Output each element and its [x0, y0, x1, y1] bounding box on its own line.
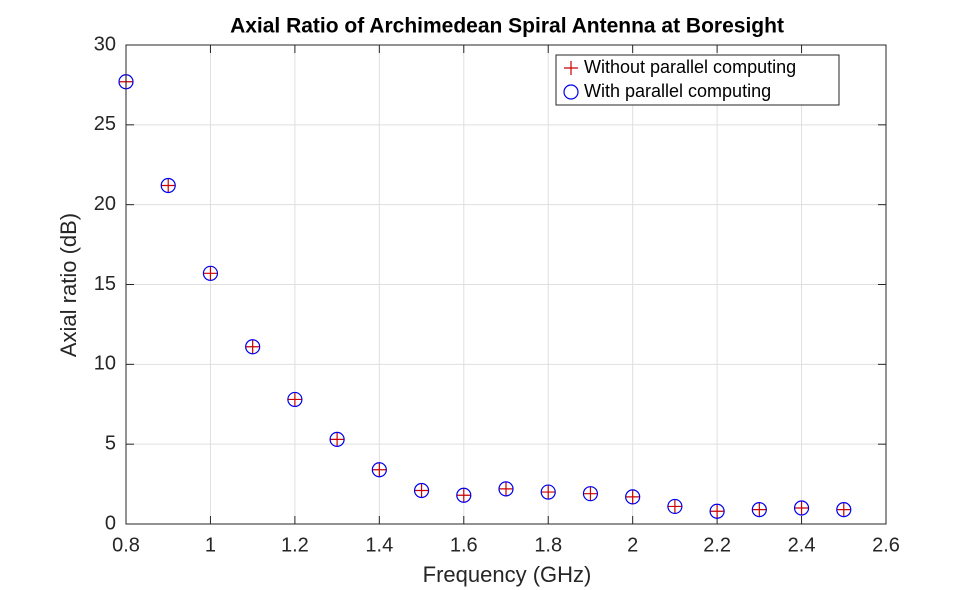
circle-marker: [329, 431, 345, 447]
plot-marks: [118, 74, 852, 519]
circle-marker: [202, 265, 219, 281]
plus-marker: [330, 432, 345, 447]
plus-marker: [541, 485, 556, 500]
x-tick-label: 1.8: [534, 534, 562, 556]
plus-marker: [794, 501, 809, 516]
y-tick-label: 10: [94, 353, 116, 375]
y-tick-label: 0: [105, 512, 116, 534]
plus-marker: [372, 462, 387, 477]
x-tick-label: 1.6: [450, 534, 478, 556]
chart-title: Axial Ratio of Archimedean Spiral Antenn…: [230, 15, 784, 38]
circle-marker: [625, 489, 641, 505]
circle-marker: [667, 498, 683, 515]
x-tick-label: 2.6: [872, 534, 900, 556]
plus-marker: [667, 499, 682, 514]
plus-marker: [564, 61, 578, 75]
y-tick-label: 15: [94, 273, 116, 295]
plus-marker: [161, 178, 176, 193]
plus-marker: [752, 502, 767, 517]
plus-marker: [625, 489, 640, 504]
circle-marker: [793, 500, 810, 516]
x-tick-label: 1.2: [281, 534, 309, 556]
legend: Without parallel computing With parallel …: [555, 54, 840, 106]
circle-marker: [498, 481, 514, 497]
y-tick-label: 20: [94, 193, 116, 215]
legend-label: With parallel computing: [584, 81, 771, 101]
plus-marker: [456, 488, 471, 503]
plus-marker: [203, 266, 218, 281]
y-tick-label: 25: [94, 113, 116, 135]
x-tick-label: 1.4: [365, 534, 393, 556]
circle-marker: [371, 462, 387, 478]
plus-marker: [245, 339, 260, 354]
x-tick-label: 2.2: [703, 534, 731, 556]
circle-marker: [836, 502, 852, 518]
circle-marker: [540, 484, 556, 500]
y-tick-label: 5: [105, 432, 116, 454]
plus-marker: [414, 483, 429, 498]
x-tick-label: 2: [627, 534, 638, 556]
legend-box: [555, 54, 840, 106]
circle-marker: [456, 487, 472, 503]
plus-marker: [583, 486, 598, 501]
plus-marker: [836, 502, 851, 517]
circle-marker: [245, 339, 261, 355]
plus-marker: [287, 392, 302, 407]
y-tick-label: 30: [94, 33, 116, 55]
plus-marker: [499, 481, 513, 496]
circle-marker: [582, 486, 599, 502]
x-tick-label: 0.8: [112, 534, 140, 556]
circle-marker: [160, 177, 176, 194]
legend-label: Without parallel computing: [584, 57, 796, 77]
plus-marker: [710, 504, 725, 519]
circle-marker: [563, 84, 579, 100]
plot-frame: [125, 44, 887, 525]
y-axis-label: Axial ratio (dB): [56, 213, 81, 357]
circle-marker: [287, 391, 303, 408]
circle-marker: [709, 503, 725, 519]
x-tick-label: 2.4: [788, 534, 816, 556]
x-tick-label: 1: [205, 534, 216, 556]
x-axis-label: Frequency (GHz): [423, 562, 592, 587]
circle-marker: [751, 502, 767, 518]
circle-marker: [413, 482, 430, 499]
